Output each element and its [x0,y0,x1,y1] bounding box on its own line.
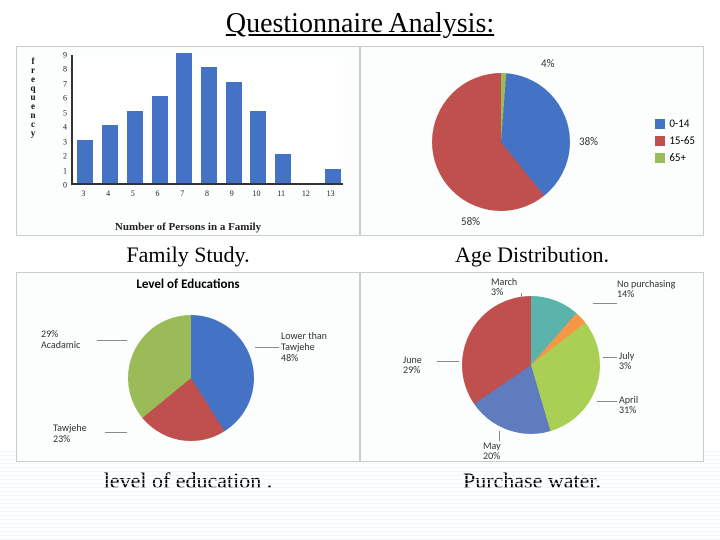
leader-line [593,303,617,304]
bar [152,96,168,183]
family-study-panel: frequency 0123456789 345678910111213 Num… [16,46,360,236]
water-label-nopurchase: No purchasing14% [617,279,675,299]
edu-label-lower: Lower thanTawjehe48% [281,330,327,363]
leader-line [499,431,500,441]
leader-line [521,293,522,299]
legend-item: 0-14 [655,117,695,130]
legend-swatch [655,119,665,129]
water-label-april: April31% [619,395,638,415]
bar-chart: 0123456789 345678910111213 [53,55,343,205]
leader-line [597,401,617,402]
legend-swatch [655,136,665,146]
age-distribution-caption: Age Distribution. [360,236,704,272]
background-decoration [0,450,720,540]
bar [201,67,217,183]
leader-line [603,357,617,358]
family-study-caption: Family Study. [16,236,360,272]
water-pie-wrap: March3% No purchasing14% July3% April31%… [361,273,703,461]
bar [275,154,291,183]
bar [325,169,341,183]
education-chart-title: Level of Educations [17,273,359,292]
education-panel: Level of Educations Lower thanTawjehe48%… [16,272,360,462]
bar-x-ticks: 345678910111213 [71,187,343,205]
age-pie [431,72,571,212]
age-distribution-panel: 4% 38% 58% 0-14 15-65 65+ [360,46,704,236]
age-legend: 0-14 15-65 65+ [655,117,695,168]
page-title: Questionnaire Analysis: [0,0,720,40]
bar-plot-area [71,55,343,185]
bar [250,111,266,183]
leader-line [255,347,279,348]
legend-item: 15-65 [655,134,695,147]
age-slice-label-15-65: 58% [461,215,480,228]
bar-y-axis-label: frequency [29,57,37,138]
age-slice-label-65plus: 4% [541,57,554,70]
water-pie [461,295,601,435]
legend-label: 15-65 [669,134,695,147]
water-label-june: June29% [403,355,422,375]
leader-line [105,432,127,433]
edu-label-acadamic: 29%Acadamic [41,328,80,350]
education-pie [127,314,255,442]
water-label-may: May20% [483,441,501,461]
water-label-march: March3% [491,277,517,297]
leader-line [437,361,459,362]
legend-swatch [655,153,665,163]
age-slice-label-0-14: 38% [579,135,598,148]
bar [176,53,192,183]
bar [77,140,93,183]
legend-label: 65+ [669,151,686,164]
water-label-july: July3% [619,351,634,371]
chart-grid: frequency 0123456789 345678910111213 Num… [0,40,720,498]
purchase-water-panel: March3% No purchasing14% July3% April31%… [360,272,704,462]
bar [226,82,242,183]
legend-label: 0-14 [669,117,689,130]
bar [102,125,118,183]
bar [127,111,143,183]
leader-line [97,340,127,341]
legend-item: 65+ [655,151,695,164]
edu-label-tawjehe: Tawjehe23% [53,422,87,444]
age-pie-wrap: 4% 38% 58% 0-14 15-65 65+ [361,47,703,235]
education-pie-wrap: Lower thanTawjehe48% Tawjehe23% 29%Acada… [17,292,359,462]
bar-x-axis-label: Number of Persons in a Family [17,221,359,233]
bar-y-ticks: 0123456789 [53,55,67,185]
